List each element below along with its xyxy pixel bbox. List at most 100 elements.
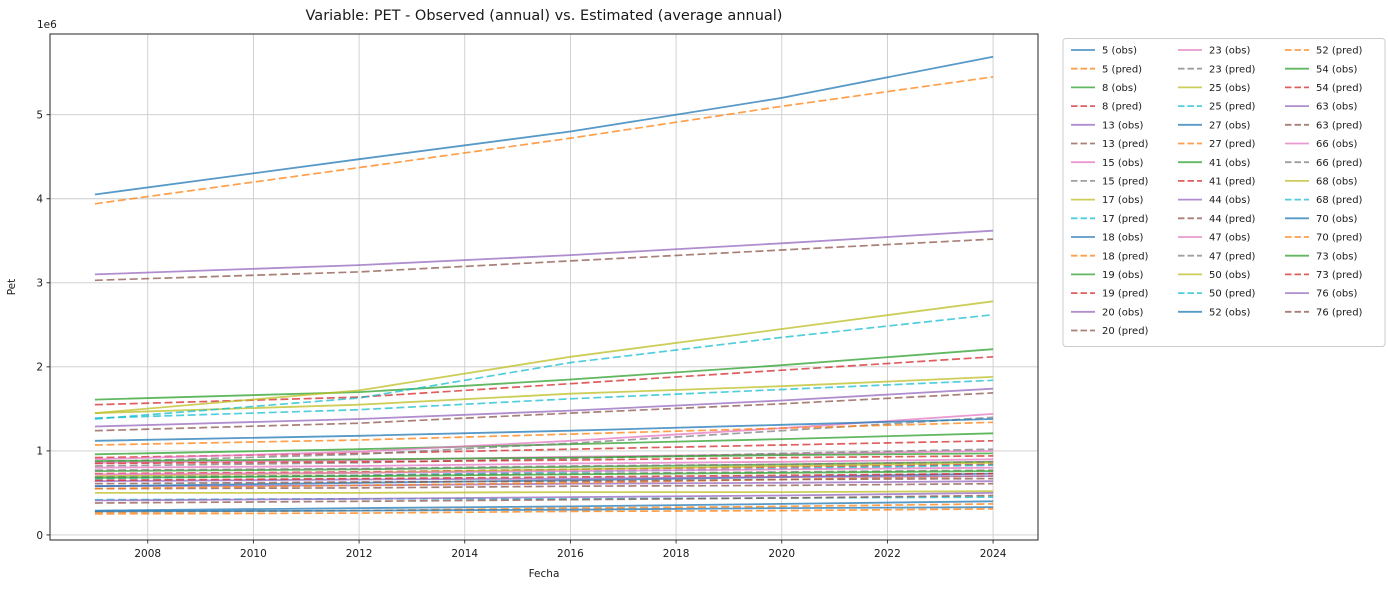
legend-entry-41-pred: 41 (pred): [1178, 177, 1256, 188]
legend-entry-50-obs: 50 (obs): [1178, 270, 1250, 281]
legend-entry-44-obs: 44 (obs): [1178, 195, 1250, 206]
legend-entry-label: 15 (pred): [1102, 177, 1149, 188]
x-tick-label: 2014: [451, 548, 478, 560]
series-line-44-obs: [94, 475, 994, 483]
x-tick-label: 2010: [240, 548, 267, 560]
legend-entry-20-pred: 20 (pred): [1071, 326, 1149, 337]
legend-entry-label: 73 (pred): [1316, 270, 1363, 281]
legend-entry-label: 27 (pred): [1209, 139, 1256, 150]
legend-entry-25-obs: 25 (obs): [1178, 83, 1250, 94]
legend-entry-13-pred: 13 (pred): [1071, 139, 1149, 150]
legend-entry-66-obs: 66 (obs): [1285, 139, 1357, 150]
x-tick-label: 2024: [980, 548, 1007, 560]
legend-entry-label: 66 (obs): [1316, 139, 1357, 150]
series-line-66-obs: [94, 458, 994, 469]
legend-entry-label: 76 (obs): [1316, 289, 1357, 300]
legend-entry-label: 23 (pred): [1209, 64, 1256, 75]
legend-entry-label: 68 (obs): [1316, 177, 1357, 188]
legend-entry-label: 70 (obs): [1316, 214, 1357, 225]
legend-entry-label: 47 (pred): [1209, 251, 1256, 262]
series-line-54-pred: [94, 472, 994, 482]
y-axis-offset-label: 1e6: [37, 19, 57, 31]
y-tick-label: 4: [36, 194, 43, 206]
series-line-13-obs: [94, 229, 994, 276]
legend-entry-label: 50 (obs): [1209, 270, 1250, 281]
legend-entry-8-obs: 8 (obs): [1071, 83, 1137, 94]
legend-entry-52-obs: 52 (obs): [1178, 307, 1250, 318]
legend-entry-label: 52 (pred): [1316, 46, 1363, 57]
y-tick-label: 3: [36, 278, 43, 290]
chart-title: Variable: PET - Observed (annual) vs. Es…: [306, 8, 783, 24]
series-line-73-obs: [94, 452, 994, 462]
legend-entry-17-obs: 17 (obs): [1071, 195, 1143, 206]
legend-entry-27-obs: 27 (obs): [1178, 120, 1250, 131]
legend-entry-label: 44 (obs): [1209, 195, 1250, 206]
x-axis-label: Fecha: [529, 568, 560, 580]
y-tick-label: 2: [36, 362, 43, 374]
series-line-20-pred: [94, 482, 994, 490]
y-axis-label: Pet: [6, 279, 18, 296]
legend-entry-label: 52 (obs): [1209, 307, 1250, 318]
legend-entry-label: 17 (pred): [1102, 214, 1149, 225]
series-line-70-obs: [94, 506, 994, 513]
legend-entry-44-pred: 44 (pred): [1178, 214, 1256, 225]
series-lines: [94, 55, 994, 515]
series-line-17-pred: [94, 379, 994, 419]
legend-entry-label: 20 (obs): [1102, 307, 1143, 318]
legend-entry-label: 63 (obs): [1316, 102, 1357, 113]
legend-entry-27-pred: 27 (pred): [1178, 139, 1256, 150]
legend-entry-63-pred: 63 (pred): [1285, 120, 1363, 131]
x-tick-label: 2016: [557, 548, 584, 560]
series-line-70-pred: [94, 508, 994, 515]
legend-entry-label: 18 (pred): [1102, 251, 1149, 262]
legend-entry-label: 50 (pred): [1209, 289, 1256, 300]
legend-entry-label: 27 (obs): [1209, 120, 1250, 131]
legend-entry-70-pred: 70 (pred): [1285, 233, 1363, 244]
series-line-76-obs: [94, 492, 994, 502]
legend-entry-19-obs: 19 (obs): [1071, 270, 1143, 281]
legend-entry-label: 13 (pred): [1102, 139, 1149, 150]
series-line-76-pred: [94, 494, 994, 504]
legend-entry-68-obs: 68 (obs): [1285, 177, 1357, 188]
legend-entry-47-obs: 47 (obs): [1178, 233, 1250, 244]
legend-entry-63-obs: 63 (obs): [1285, 102, 1357, 113]
series-line-63-obs: [94, 387, 994, 428]
legend-entry-label: 17 (obs): [1102, 195, 1143, 206]
legend-entry-18-pred: 18 (pred): [1071, 251, 1149, 262]
legend-entry-52-pred: 52 (pred): [1285, 46, 1363, 57]
legend-entry-label: 73 (obs): [1316, 251, 1357, 262]
y-tick-label: 1: [36, 446, 43, 458]
y-tick-label: 0: [36, 530, 43, 542]
series-line-68-obs: [94, 490, 994, 494]
series-line-44-pred: [94, 477, 994, 485]
legend-entry-label: 47 (obs): [1209, 233, 1250, 244]
legend-entry-5-pred: 5 (pred): [1071, 64, 1142, 75]
legend-entry-label: 13 (obs): [1102, 120, 1143, 131]
legend-entry-label: 8 (obs): [1102, 83, 1137, 94]
series-line-5-obs: [94, 55, 994, 196]
legend-entry-50-pred: 50 (pred): [1178, 289, 1256, 300]
legend-entry-73-obs: 73 (obs): [1285, 251, 1357, 262]
legend-entry-label: 25 (obs): [1209, 83, 1250, 94]
legend-entry-73-pred: 73 (pred): [1285, 270, 1363, 281]
legend-entry-23-obs: 23 (obs): [1178, 46, 1250, 57]
x-tick-label: 2022: [874, 548, 901, 560]
legend-entry-label: 20 (pred): [1102, 326, 1149, 337]
legend-entry-70-obs: 70 (obs): [1285, 214, 1357, 225]
legend-entry-15-pred: 15 (pred): [1071, 177, 1149, 188]
legend-entry-20-obs: 20 (obs): [1071, 307, 1143, 318]
grid-lines: [50, 34, 1038, 540]
legend-entry-17-pred: 17 (pred): [1071, 214, 1149, 225]
legend-entry-41-obs: 41 (obs): [1178, 158, 1250, 169]
series-line-52-obs: [94, 500, 994, 512]
series-line-63-pred: [94, 392, 994, 432]
series-line-18-obs: [94, 418, 994, 442]
legend-box: [1062, 38, 1386, 347]
legend-entry-label: 18 (obs): [1102, 233, 1143, 244]
legend-entry-label: 44 (pred): [1209, 214, 1256, 225]
legend-entry-15-obs: 15 (obs): [1071, 158, 1143, 169]
series-line-47-obs: [94, 466, 994, 476]
legend-entry-label: 76 (pred): [1316, 307, 1363, 318]
legend-entry-5-obs: 5 (obs): [1071, 46, 1137, 57]
